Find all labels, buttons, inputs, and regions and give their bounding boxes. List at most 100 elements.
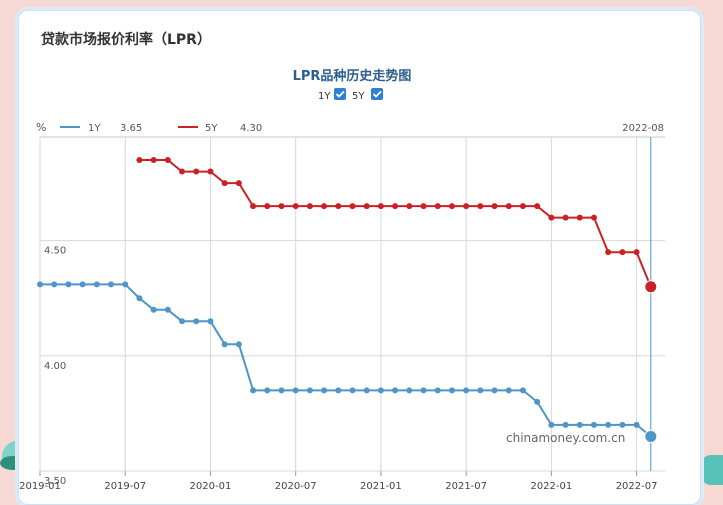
data-point (207, 318, 214, 325)
data-point (122, 281, 129, 288)
x-tick-label: 2022-07 (616, 481, 658, 492)
data-point (590, 214, 597, 221)
decorative-shape-right (699, 455, 723, 485)
data-point (306, 387, 313, 394)
data-point (505, 203, 512, 210)
data-point (363, 387, 370, 394)
data-point (193, 318, 200, 325)
data-point (179, 318, 186, 325)
data-point (377, 203, 384, 210)
data-point (278, 387, 285, 394)
grid (39, 136, 665, 472)
data-point (463, 387, 470, 394)
data-point (605, 249, 612, 256)
data-point (633, 249, 640, 256)
data-point (519, 203, 526, 210)
data-point (434, 387, 441, 394)
data-point (448, 387, 455, 394)
legend-5y-name: 5Y (205, 123, 218, 134)
series-line-5y (139, 159, 652, 288)
x-tick-label: 2021-07 (445, 481, 487, 492)
y-axis: 4.50 4.00 3.50 (44, 246, 66, 487)
legend-5y[interactable]: 5Y 4.30 (178, 123, 262, 134)
data-point (179, 168, 186, 175)
data-point (534, 398, 541, 405)
series-layer (37, 157, 658, 443)
data-point (406, 387, 413, 394)
chart-card: 贷款市场报价利率（LPR） (18, 10, 701, 505)
data-point (321, 387, 328, 394)
legend-1y-value: 3.65 (120, 123, 142, 134)
data-point (335, 387, 342, 394)
data-point (619, 421, 626, 428)
data-point (264, 203, 271, 210)
data-point (150, 157, 157, 164)
data-point (605, 421, 612, 428)
checkbox-5y[interactable] (371, 88, 383, 100)
data-point (392, 203, 399, 210)
data-point (619, 249, 626, 256)
data-point (235, 341, 242, 348)
series-1y (37, 281, 658, 443)
data-point-current (644, 280, 658, 294)
data-point (420, 203, 427, 210)
x-axis: 2019-01 2019-07 2020-01 2020-07 2021-01 2021-… (19, 471, 657, 492)
data-point (136, 295, 143, 302)
data-point (164, 306, 171, 313)
data-point (51, 281, 58, 288)
data-point (321, 203, 328, 210)
y-unit-label: % (36, 121, 46, 134)
data-point (335, 203, 342, 210)
data-point (264, 387, 271, 394)
x-tick-label: 2022-01 (530, 481, 572, 492)
data-point (278, 203, 285, 210)
series-checkboxes: 1Y 5Y (318, 88, 383, 102)
data-point (150, 306, 157, 313)
watermark: chinamoney.com.cn (506, 431, 625, 445)
data-point (448, 203, 455, 210)
data-point (221, 341, 228, 348)
data-point (136, 157, 143, 164)
legend-1y-name: 1Y (88, 123, 101, 134)
data-point (221, 180, 228, 187)
data-point (349, 387, 356, 394)
x-tick-label: 2019-07 (104, 481, 146, 492)
data-point-current (644, 429, 658, 443)
data-point (193, 168, 200, 175)
data-point (576, 421, 583, 428)
data-point (306, 203, 313, 210)
chart-title: LPR品种历史走势图 (293, 68, 412, 84)
data-point (477, 203, 484, 210)
checkbox-1y[interactable] (334, 88, 346, 100)
data-point (292, 387, 299, 394)
checkbox-label-5y: 5Y (352, 91, 365, 102)
x-tick-label: 2020-01 (190, 481, 232, 492)
data-point (434, 203, 441, 210)
page-title: 贷款市场报价利率（LPR） (41, 32, 211, 48)
y-tick-label: 3.50 (44, 476, 66, 487)
x-tick-label: 2021-01 (360, 481, 402, 492)
legend-1y[interactable]: 1Y 3.65 (60, 123, 142, 134)
data-point (406, 203, 413, 210)
series-line-1y (40, 283, 652, 438)
data-point (207, 168, 214, 175)
data-point (463, 203, 470, 210)
data-point (420, 387, 427, 394)
checkbox-label-1y: 1Y (318, 91, 331, 102)
data-point (392, 387, 399, 394)
data-point (292, 203, 299, 210)
data-point (519, 387, 526, 394)
y-tick-label: 4.50 (44, 246, 66, 257)
data-point (79, 281, 86, 288)
data-point (164, 157, 171, 164)
data-point (576, 214, 583, 221)
data-point (65, 281, 72, 288)
data-point (235, 180, 242, 187)
data-point (93, 281, 100, 288)
x-tick-label: 2019-01 (19, 481, 61, 492)
data-point (548, 421, 555, 428)
data-point (37, 281, 43, 288)
data-point (349, 203, 356, 210)
data-point (534, 203, 541, 210)
